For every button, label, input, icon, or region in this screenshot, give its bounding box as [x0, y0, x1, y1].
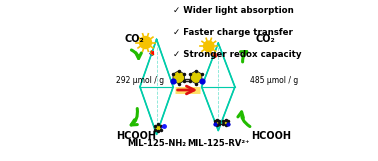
Polygon shape: [215, 120, 220, 125]
Text: HCOOH: HCOOH: [116, 131, 156, 141]
Polygon shape: [155, 124, 161, 131]
Circle shape: [139, 37, 152, 48]
Text: HCOOH: HCOOH: [251, 131, 291, 141]
Text: CO₂: CO₂: [124, 34, 144, 44]
Text: ✓ Faster charge transfer: ✓ Faster charge transfer: [173, 28, 293, 37]
Text: CO₂: CO₂: [256, 34, 275, 44]
Circle shape: [204, 41, 214, 52]
Polygon shape: [173, 71, 184, 84]
Polygon shape: [223, 120, 228, 125]
Text: 292 μmol / g: 292 μmol / g: [116, 76, 164, 85]
Text: ✓ Stronger redox capacity: ✓ Stronger redox capacity: [173, 50, 302, 59]
Text: MIL-125-NH₂: MIL-125-NH₂: [127, 139, 186, 148]
Polygon shape: [191, 71, 202, 84]
Text: ✓ Wider light absorption: ✓ Wider light absorption: [173, 6, 294, 15]
Text: 485 μmol / g: 485 μmol / g: [250, 76, 298, 85]
Text: MIL-125-RV²⁺: MIL-125-RV²⁺: [187, 139, 249, 148]
